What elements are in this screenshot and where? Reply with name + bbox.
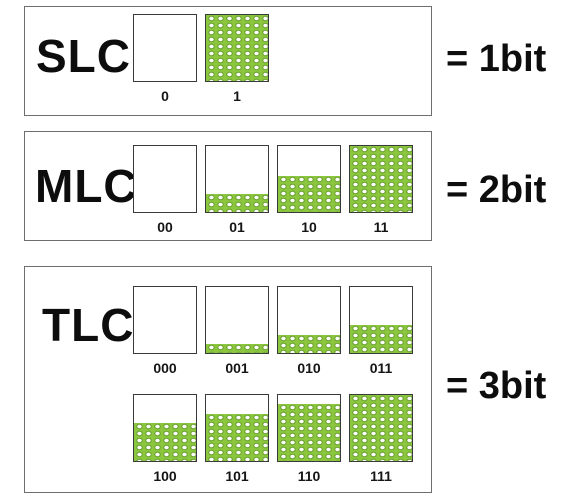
tlc-cell-100 xyxy=(133,394,197,462)
mlc-cell-00 xyxy=(133,145,197,213)
cell-code-label: 111 xyxy=(370,468,392,484)
cell-code-label: 10 xyxy=(301,219,317,235)
slc-cell-0 xyxy=(133,14,197,82)
cell-code-label: 110 xyxy=(297,468,321,484)
tlc-cell-101 xyxy=(205,394,269,462)
cell-code-label: 010 xyxy=(297,360,321,376)
charge-fill xyxy=(350,395,412,461)
slc-label: SLC xyxy=(36,30,131,82)
charge-fill xyxy=(278,404,340,461)
cell-code-label: 000 xyxy=(153,360,177,376)
slc-bits-label: = 1bit xyxy=(446,38,547,80)
mlc-cell-10 xyxy=(277,145,341,213)
tlc-cell-110 xyxy=(277,394,341,462)
tlc-cell-011 xyxy=(349,286,413,354)
charge-fill xyxy=(206,414,268,461)
tlc-label: TLC xyxy=(42,299,135,351)
tlc-bits-label: = 3bit xyxy=(446,365,547,407)
mlc-cell-11 xyxy=(349,145,413,213)
slc-cell-1 xyxy=(205,14,269,82)
cell-code-label: 0 xyxy=(161,88,169,104)
charge-fill xyxy=(350,325,412,353)
mlc-cell-01 xyxy=(205,145,269,213)
charge-fill xyxy=(278,175,340,212)
charge-fill xyxy=(206,343,268,353)
mlc-label: MLC xyxy=(35,160,138,212)
cell-code-label: 01 xyxy=(229,219,245,235)
charge-fill xyxy=(206,15,268,81)
cell-code-label: 001 xyxy=(225,360,249,376)
cell-code-label: 11 xyxy=(373,219,389,235)
cell-code-label: 101 xyxy=(225,468,249,484)
charge-fill xyxy=(278,334,340,353)
tlc-cell-111 xyxy=(349,394,413,462)
tlc-cell-000 xyxy=(133,286,197,354)
charge-fill xyxy=(134,423,196,461)
cell-code-label: 011 xyxy=(369,360,393,376)
tlc-cell-010 xyxy=(277,286,341,354)
charge-fill xyxy=(350,146,412,212)
cell-code-label: 100 xyxy=(153,468,177,484)
mlc-bits-label: = 2bit xyxy=(446,169,547,211)
cell-code-label: 00 xyxy=(157,219,173,235)
charge-fill xyxy=(206,193,268,212)
cell-code-label: 1 xyxy=(233,88,241,104)
tlc-cell-001 xyxy=(205,286,269,354)
